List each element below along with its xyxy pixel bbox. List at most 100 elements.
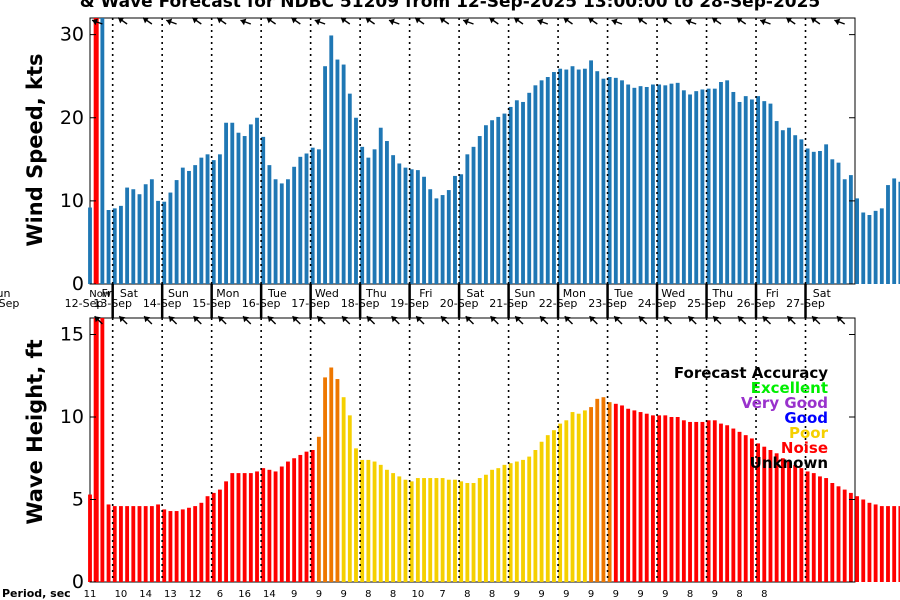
wave-bar: [576, 413, 581, 582]
wave-bar: [310, 450, 315, 582]
day-name-label: Wed: [661, 287, 685, 300]
direction-arrow-icon: [490, 315, 499, 325]
wind-bar: [694, 91, 699, 285]
direction-arrow-icon: [166, 18, 177, 26]
wave-bar: [143, 506, 148, 582]
wave-bar: [174, 511, 179, 582]
period-value: 14: [139, 589, 152, 600]
period-value: 8: [390, 589, 396, 600]
wave-bar: [434, 478, 439, 582]
period-value: 9: [514, 589, 520, 600]
wind-bar: [143, 184, 148, 284]
wave-bar: [774, 453, 779, 582]
y-tick-label: 0: [72, 273, 84, 295]
y-tick-label: 10: [60, 406, 84, 428]
direction-arrow-icon: [391, 315, 400, 325]
wind-bar: [818, 151, 822, 284]
chart-title: & Wave Forecast for NDBC 51209 from 12-S…: [80, 0, 821, 12]
wind-bar: [205, 154, 210, 284]
wind-bar: [737, 101, 742, 285]
y-tick-label: 30: [60, 24, 84, 46]
wave-bar: [316, 436, 321, 582]
wave-bar: [211, 492, 216, 582]
wind-bar: [669, 83, 674, 284]
wind-bar: [836, 162, 841, 284]
direction-arrow-icon: [267, 315, 277, 325]
legend-good: Good: [784, 409, 828, 427]
wind-bar: [873, 210, 878, 284]
direction-arrow-icon: [563, 17, 573, 25]
wave-bar: [372, 461, 377, 582]
direction-arrow-icon: [388, 18, 400, 26]
wave-bar: [669, 417, 674, 582]
day-name-label: Wed: [315, 287, 339, 300]
wave-bar: [292, 458, 297, 582]
wave-bar: [558, 423, 563, 582]
wave-bar: [304, 451, 309, 582]
wind-bar: [607, 77, 612, 285]
wave-bar: [700, 421, 705, 582]
wave-bar: [446, 479, 451, 582]
wave-bar: [360, 459, 365, 582]
legend-poor: Poor: [789, 424, 829, 442]
direction-arrow-icon: [266, 17, 277, 25]
direction-arrow-icon: [440, 315, 450, 325]
wind-bar: [422, 176, 426, 284]
wave-bar: [780, 458, 785, 582]
wind-bar: [323, 66, 327, 285]
period-value: 9: [588, 589, 594, 600]
wave-bar: [743, 435, 748, 582]
wind-bar: [780, 130, 785, 284]
direction-arrow-icon: [118, 315, 128, 325]
direction-arrow-icon: [611, 18, 623, 26]
wave-bar: [836, 486, 841, 582]
wind-bar: [533, 85, 538, 284]
direction-arrow-icon: [810, 17, 821, 25]
wind-bar: [502, 113, 507, 284]
day-name-label: Mon: [216, 287, 239, 300]
wave-bar: [230, 473, 235, 582]
wave-bar: [855, 496, 859, 582]
period-value: 8: [687, 589, 693, 600]
period-value: 9: [637, 589, 643, 600]
wave-bar: [663, 415, 668, 582]
direction-arrow-icon: [613, 315, 623, 325]
wind-bar: [360, 146, 365, 284]
direction-arrow-icon: [514, 315, 524, 325]
day-name-label: Tue: [613, 287, 633, 300]
legend-very-good: Very Good: [741, 394, 828, 412]
direction-arrow-icon: [366, 315, 376, 325]
period-value: 10: [411, 589, 424, 600]
wave-bar: [180, 509, 185, 582]
wave-bar: [502, 464, 507, 582]
wind-bar: [762, 101, 767, 285]
wave-bar: [570, 412, 575, 582]
wind-bar: [719, 82, 723, 284]
direction-arrow-icon: [242, 315, 252, 325]
day-name-label: Sat: [120, 287, 139, 300]
wind-bar: [131, 189, 136, 284]
wave-bar: [521, 459, 525, 582]
wave-y-axis-label: Wave Height, ft: [23, 339, 47, 524]
direction-arrow-icon: [736, 17, 747, 25]
day-name-label: Mon: [563, 287, 586, 300]
wave-bar: [830, 483, 835, 582]
direction-arrow-icon: [711, 17, 722, 25]
wave-bar: [112, 506, 117, 582]
wind-bar: [310, 147, 315, 284]
wind-bar: [137, 194, 142, 284]
wave-bar: [719, 423, 723, 582]
wind-bar: [372, 149, 377, 284]
direction-arrow-icon: [587, 17, 598, 25]
period-value: 9: [538, 589, 544, 600]
wind-bar: [434, 198, 439, 284]
wind-bar: [217, 154, 222, 284]
wind-bar: [626, 84, 631, 284]
day-name-label: Sun: [514, 287, 535, 300]
direction-arrow-icon: [662, 17, 672, 25]
wave-bar: [681, 420, 686, 582]
day-name-label: Fri: [419, 287, 432, 300]
wind-speed-panel: 0 10 20 30: [60, 17, 900, 295]
wave-bar: [397, 476, 402, 582]
wind-bar: [415, 170, 420, 284]
